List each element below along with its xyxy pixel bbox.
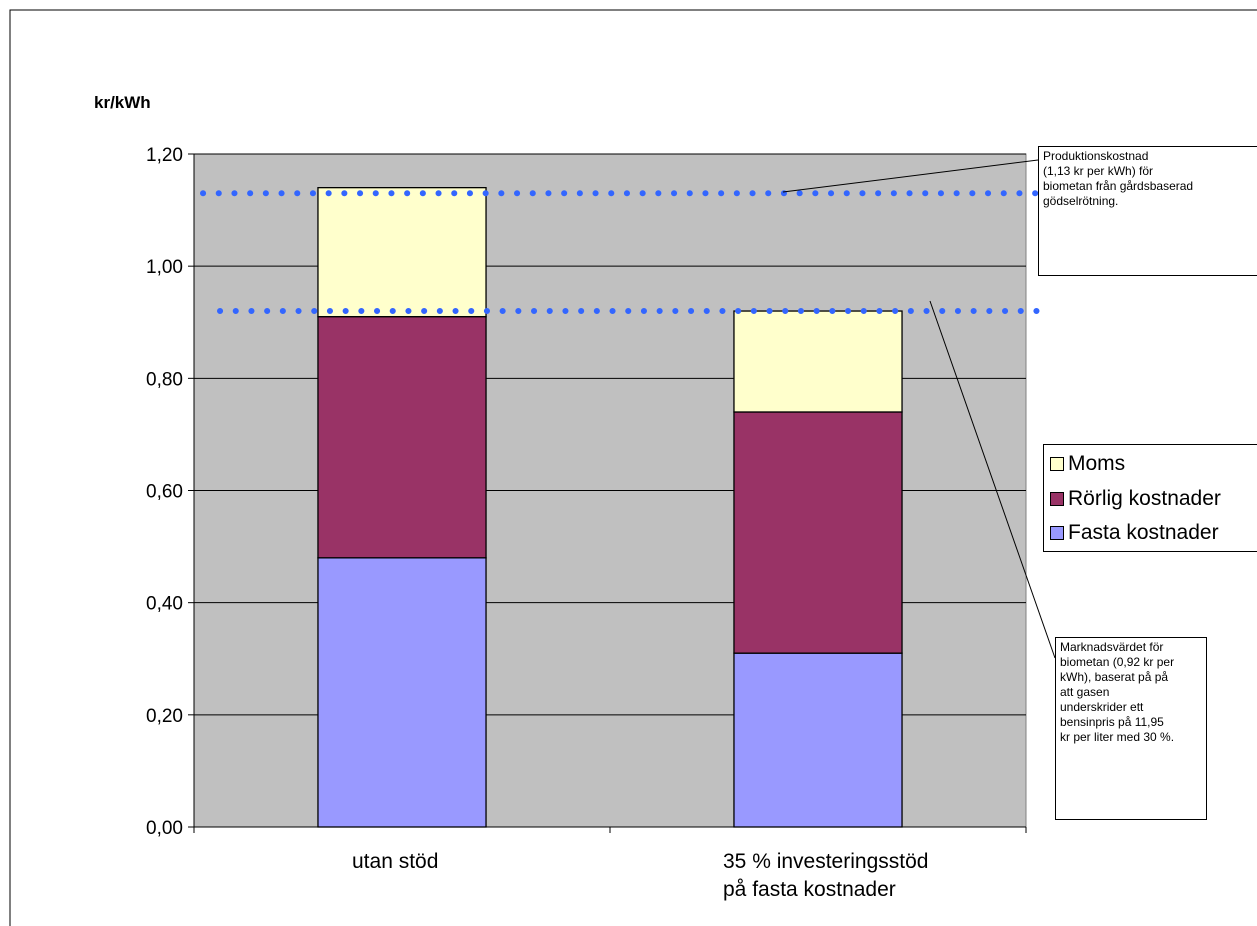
callout-line-market — [929, 300, 1056, 659]
y-axis-title: kr/kWh — [94, 93, 151, 112]
legend-item-fasta: Fasta kostnader — [1050, 518, 1219, 548]
legend: Moms Rörlig kostnader Fasta kostnader — [1043, 444, 1257, 552]
y-tick-label: 1,00 — [146, 257, 183, 278]
legend-item-moms: Moms — [1050, 449, 1125, 479]
axes — [188, 153, 1027, 833]
y-tick-label: 0,20 — [146, 706, 183, 727]
y-tick-label: 0,80 — [146, 369, 183, 390]
chart-area-border — [9, 9, 1257, 926]
bar-segment — [733, 652, 903, 828]
legend-label-rorlig: Rörlig kostnader — [1068, 487, 1221, 510]
x-category-label: 35 % investeringsstöd — [723, 850, 928, 873]
x-category-labels: utan stöd 35 % investeringsstöd på fasta k… — [352, 850, 928, 901]
x-category-label: utan stöd — [352, 850, 438, 873]
bar-segment — [733, 310, 903, 413]
bars-group — [317, 186, 903, 828]
y-tick-labels: 0,00 0,20 0,40 0,60 0,80 1,00 1,20 — [146, 145, 183, 839]
annotation-market-value: Marknadsvärdet för biometan (0,92 kr per… — [1055, 637, 1207, 820]
y-tick-label: 0,40 — [146, 594, 183, 615]
legend-swatch-moms — [1050, 457, 1064, 471]
callout-lines — [782, 159, 1056, 659]
legend-item-rorlig: Rörlig kostnader — [1050, 484, 1221, 514]
bar-segment — [317, 557, 487, 828]
y-tick-label: 1,20 — [146, 145, 183, 166]
bar-segment — [317, 315, 487, 559]
legend-label-moms: Moms — [1068, 452, 1126, 475]
callout-line-production — [782, 159, 1039, 193]
x-category-label: på fasta kostnader — [723, 878, 896, 901]
legend-swatch-rorlig — [1050, 492, 1064, 506]
reference-lines — [200, 190, 1043, 315]
legend-label-fasta: Fasta kostnader — [1068, 521, 1219, 544]
legend-swatch-fasta — [1050, 526, 1064, 540]
bar-segment — [733, 411, 903, 654]
y-tick-label: 0,60 — [146, 482, 183, 503]
annotation-production-cost: Produktionskostnad (1,13 kr per kWh) för… — [1038, 146, 1257, 276]
bar-segment — [317, 186, 487, 318]
y-tick-label: 0,00 — [146, 818, 183, 839]
